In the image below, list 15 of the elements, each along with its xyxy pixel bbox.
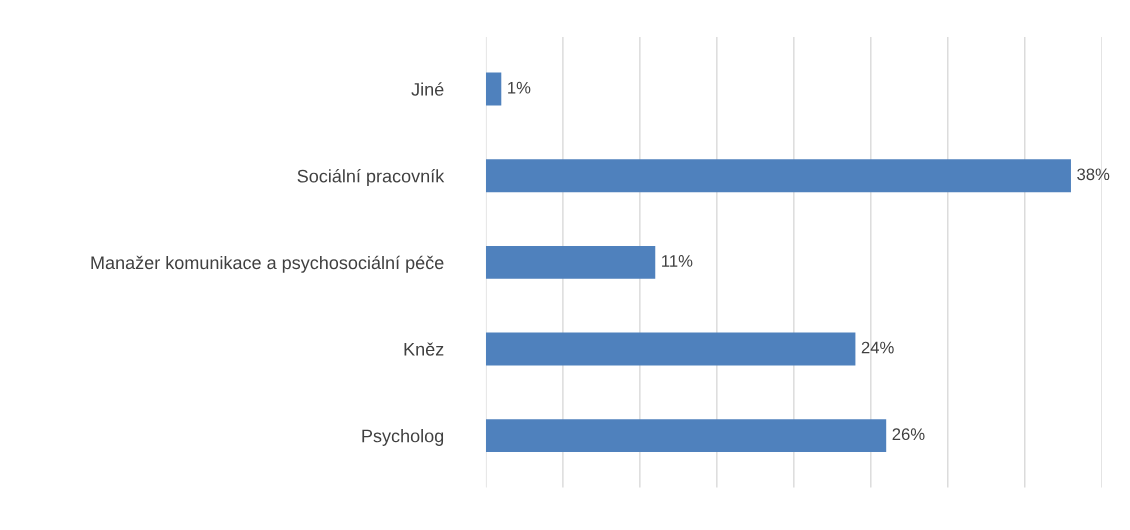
y-tick-label: Sociální pracovník <box>297 169 445 187</box>
y-tick-label: Manažer komunikace a psychosociální péče <box>91 255 444 273</box>
data-label: 38% <box>1077 168 1110 181</box>
y-tick-label: Jiné <box>411 82 444 96</box>
y-tick-label: Kněz <box>404 342 444 356</box>
bar <box>485 332 856 366</box>
data-label: 1% <box>508 81 531 94</box>
bar <box>485 245 656 279</box>
bar <box>485 72 502 106</box>
y-tick-label: Psycholog <box>362 429 444 446</box>
data-label: 26% <box>892 428 925 441</box>
data-label: 24% <box>861 341 894 354</box>
data-label: 11% <box>662 255 693 267</box>
bar <box>485 159 1071 193</box>
bar <box>485 419 887 453</box>
